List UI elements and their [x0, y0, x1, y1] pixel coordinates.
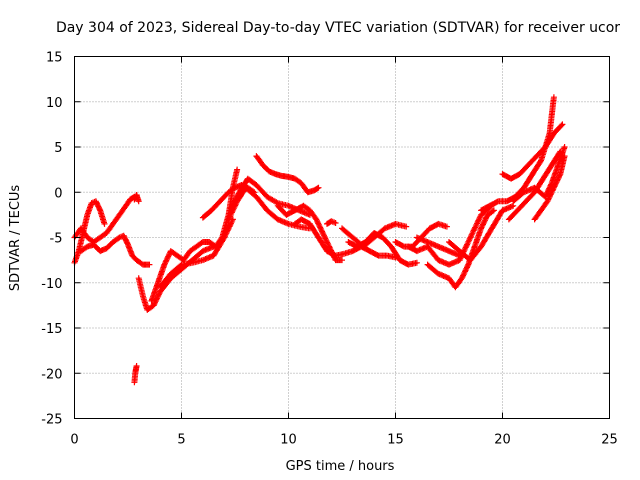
x-tick-label: 5: [177, 433, 185, 448]
marker-path: [424, 207, 497, 291]
series-arc-5: [131, 363, 140, 386]
x-axis-label: GPS time / hours: [286, 459, 395, 474]
x-tick-label: 15: [387, 433, 404, 448]
marker-path: [324, 218, 339, 227]
series-arc-22: [446, 202, 517, 264]
marker-path: [345, 230, 420, 268]
x-tick-label: 25: [601, 433, 618, 448]
x-tick-label: 20: [494, 433, 511, 448]
series-arc-17: [345, 230, 420, 268]
marker-path: [531, 153, 568, 223]
y-tick-label: -25: [41, 413, 62, 428]
y-tick-label: 15: [46, 51, 63, 66]
x-tick-label: 10: [280, 433, 297, 448]
series-arc-24: [499, 121, 566, 182]
marker-path: [225, 184, 313, 232]
x-tick-label: 0: [70, 433, 78, 448]
marker-path: [413, 234, 463, 259]
marker-path: [77, 232, 153, 268]
series-arc-12: [253, 153, 322, 196]
chart-title: Day 304 of 2023, Sidereal Day-to-day VTE…: [56, 20, 620, 36]
series-arc-10: [225, 184, 313, 232]
data-points: [71, 94, 568, 386]
plot-frame: [74, 56, 610, 419]
marker-path: [131, 363, 140, 386]
marker-path: [253, 153, 322, 196]
series-arc-8: [157, 216, 236, 291]
marker-path: [131, 192, 142, 205]
y-tick-label: -10: [41, 277, 62, 292]
series-arc-3: [77, 232, 153, 268]
series-arc-4: [131, 192, 142, 205]
y-tick-label: -15: [41, 322, 62, 337]
grid: [74, 56, 610, 419]
series-arc-21: [413, 234, 463, 259]
y-tick-label: 10: [46, 96, 63, 111]
series-arc-26: [510, 144, 568, 205]
series-arc-15: [324, 218, 339, 227]
axes: 0 5 10 15 20 25 -25 -20 -15 -10 -5 0 5 10 15: [41, 51, 618, 448]
marker-path: [157, 216, 236, 291]
marker-path: [499, 121, 566, 182]
y-axis-label: SDTVAR / TECUs: [8, 185, 23, 292]
marker-path: [510, 144, 568, 205]
series-arc-27: [531, 153, 568, 223]
marker-path: [446, 202, 517, 264]
y-tick-label: -20: [41, 367, 62, 382]
y-tick-label: 5: [54, 141, 62, 156]
y-tick-label: 0: [54, 186, 62, 201]
y-tick-label: -5: [50, 232, 63, 247]
series-arc-20: [424, 207, 497, 291]
